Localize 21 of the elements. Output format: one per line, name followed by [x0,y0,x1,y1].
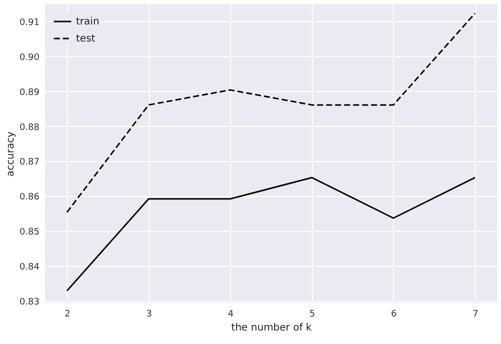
x-tick-label: 7 [472,310,478,320]
y-tick-label: 0.87 [19,158,40,168]
line-series [66,176,476,292]
x-tick-label: 2 [64,310,70,320]
x-tick-label: 4 [228,310,234,320]
y-tick-label: 0.85 [19,228,40,238]
x-tick-label: 5 [309,310,316,320]
y-tick-label: 0.84 [19,262,40,272]
y-tick-label: 0.91 [19,18,40,28]
y-tick-label: 0.83 [19,297,40,308]
y-tick-label: 0.86 [19,192,40,203]
x-tick-label: 3 [146,310,152,320]
y-tick-label: 0.89 [19,88,40,98]
x-axis-title: the number of k [231,322,312,334]
y-axis-title: accuracy [5,131,16,177]
line-series [66,12,476,213]
y-tick-label: 0.88 [19,122,40,133]
y-tick-label: 0.90 [19,52,40,63]
legend-label: test [76,34,96,44]
legend-label: train [76,16,100,28]
x-tick-label: 6 [391,310,398,320]
